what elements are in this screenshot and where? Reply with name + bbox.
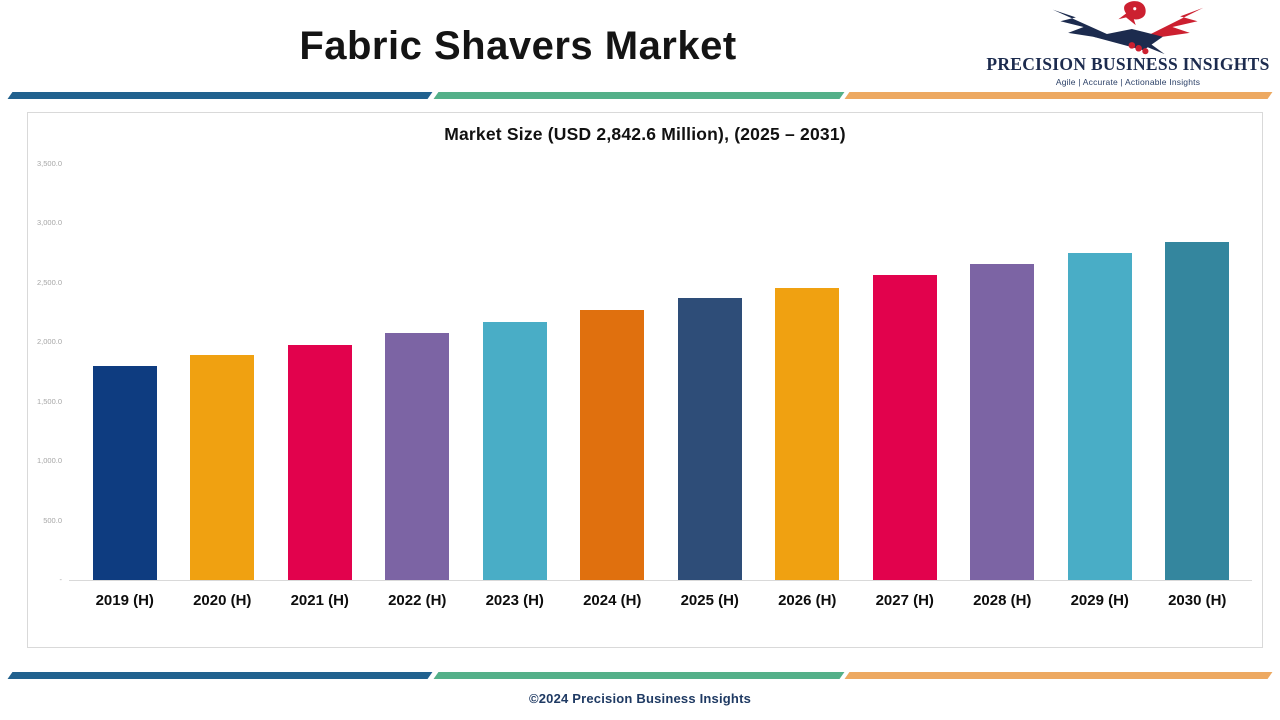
x-axis-label: 2021 (H) — [290, 592, 349, 609]
bar-2019-h — [92, 366, 157, 580]
bar-2023-h — [482, 322, 547, 580]
y-tick-label: 500.0 — [43, 515, 62, 525]
y-axis: 3,500.0 3,000.0 2,500.0 2,000.0 1,500.0 1,000… — [28, 113, 62, 647]
bar-2020-h — [190, 354, 255, 580]
bar-column — [466, 164, 564, 580]
divider-segment-blue — [7, 672, 433, 679]
bar-2021-h — [287, 344, 352, 580]
bar-2024-h — [580, 310, 645, 580]
y-tick-label: 2,500.0 — [36, 277, 62, 287]
bar-column — [1149, 164, 1247, 580]
y-tick-label: 2,000.0 — [36, 337, 62, 347]
page-title: Fabric Shavers Market — [299, 24, 737, 68]
x-axis-label: 2022 (H) — [388, 592, 447, 609]
x-axis-labels: 2019 (H) 2020 (H) 2021 (H) 2022 (H) 2023 (H)… — [76, 592, 1246, 609]
y-tick-label: 3,500.0 — [36, 159, 62, 168]
y-tick-label: 3,000.0 — [36, 218, 62, 228]
x-axis-label: 2024 (H) — [583, 592, 642, 609]
bar-2027-h — [872, 275, 937, 580]
x-axis-label: 2025 (H) — [680, 592, 739, 609]
logo: PRECISION BUSINESS INSIGHTS Agile | Accu… — [982, 0, 1274, 87]
bar-column — [369, 164, 467, 580]
y-tick-label: 1,000.0 — [36, 456, 62, 466]
bar-2030-h — [1165, 242, 1230, 580]
logo-tagline: Agile | Accurate | Actionable Insights — [1055, 77, 1201, 87]
divider-segment-orange — [844, 672, 1273, 679]
bar-column — [564, 164, 662, 580]
bar-column — [174, 164, 272, 580]
y-tick-label: 1,500.0 — [36, 396, 62, 406]
divider-segment-blue — [7, 92, 433, 99]
divider-segment-orange — [844, 92, 1273, 99]
x-axis-label: 2030 (H) — [1168, 592, 1227, 609]
bar-column — [76, 164, 174, 580]
bar-column — [759, 164, 857, 580]
bar-column — [954, 164, 1052, 580]
divider-bottom — [7, 672, 1273, 679]
bar-column — [271, 164, 369, 580]
x-axis-label: 2019 (H) — [95, 592, 154, 609]
bar-column — [856, 164, 954, 580]
x-axis-label: 2029 (H) — [1070, 592, 1129, 609]
divider-top — [7, 92, 1273, 99]
divider-segment-green — [433, 92, 844, 99]
bar-2026-h — [775, 288, 840, 580]
chart-card: Market Size (USD 2,842.6 Million), (2025… — [27, 112, 1263, 648]
chart-title: Market Size (USD 2,842.6 Million), (2025… — [444, 124, 846, 144]
bar-2029-h — [1067, 252, 1132, 580]
bars-row — [76, 164, 1246, 580]
x-axis-label: 2028 (H) — [973, 592, 1032, 609]
bar-column — [661, 164, 759, 580]
divider-segment-green — [433, 672, 844, 679]
x-axis-label: 2023 (H) — [485, 592, 544, 609]
footer-text: ©2024 Precision Business Insights — [528, 691, 752, 706]
bar-2022-h — [385, 332, 450, 580]
bar-2028-h — [970, 263, 1035, 580]
x-axis-label: 2026 (H) — [778, 592, 837, 609]
logo-name: PRECISION BUSINESS INSIGHTS — [986, 54, 1270, 74]
bar-column — [1051, 164, 1149, 580]
eagle-logo-icon — [982, 0, 1274, 56]
x-axis-line — [69, 580, 1252, 581]
x-axis-label: 2020 (H) — [193, 592, 252, 609]
bar-2025-h — [677, 297, 742, 580]
y-tick-label: - — [59, 575, 63, 584]
x-axis-label: 2027 (H) — [875, 592, 934, 609]
